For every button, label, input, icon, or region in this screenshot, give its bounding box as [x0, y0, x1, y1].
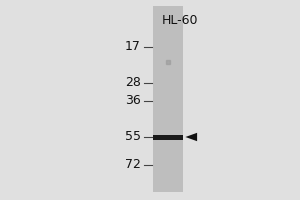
Text: HL-60: HL-60 [162, 14, 198, 27]
Bar [153, 6, 183, 192]
Text: 17: 17 [125, 40, 141, 53]
Text: 28: 28 [125, 76, 141, 90]
Text: 36: 36 [125, 95, 141, 108]
Polygon shape [185, 133, 197, 141]
Bar [153, 134, 183, 140]
Text: 55: 55 [125, 130, 141, 144]
Text: 72: 72 [125, 158, 141, 171]
